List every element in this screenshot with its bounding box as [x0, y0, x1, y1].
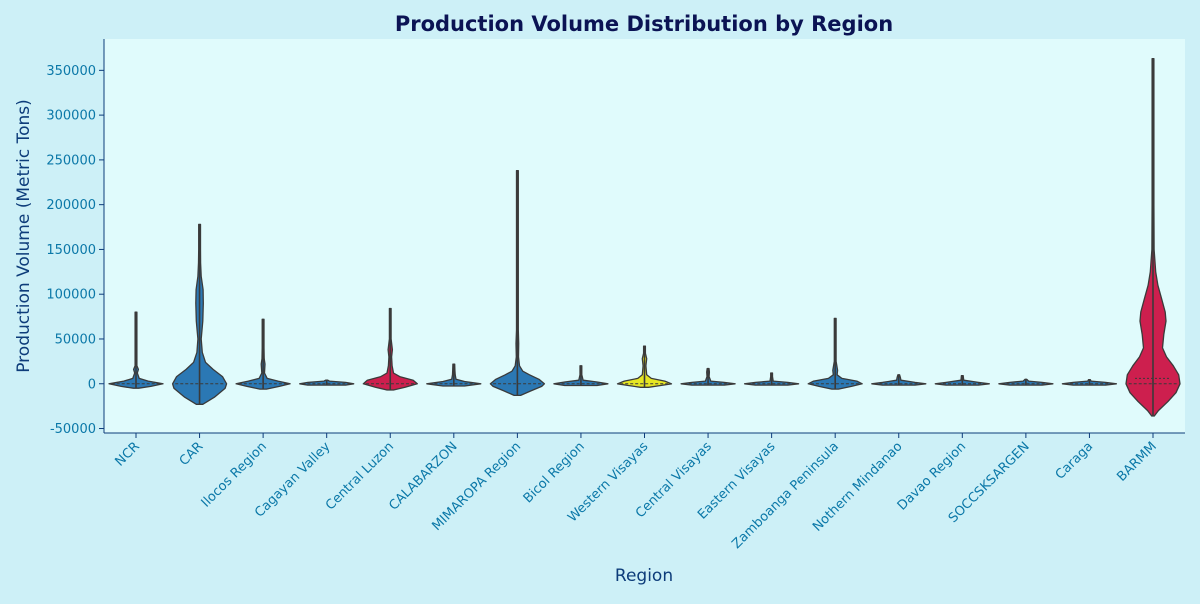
- x-tick-label: NCR: [113, 439, 143, 469]
- chart-title: Production Volume Distribution by Region: [395, 12, 893, 36]
- violin-barmm: [1125, 58, 1181, 417]
- x-tick-label: CAR: [177, 439, 207, 469]
- violin-mimaropa-region: [489, 169, 546, 397]
- violin-calabarzon: [426, 363, 482, 387]
- violin-bicol-region: [553, 365, 609, 387]
- y-tick-label: 250000: [46, 153, 96, 168]
- y-tick-label: 100000: [46, 288, 96, 303]
- violin-caraga: [1061, 379, 1118, 386]
- x-tick-label: Bicol Region: [521, 439, 588, 506]
- y-tick-label: 300000: [46, 109, 96, 124]
- violin-car: [171, 223, 228, 405]
- y-tick-label: 0: [88, 377, 96, 392]
- y-tick-label: 50000: [55, 332, 96, 347]
- violin-cagayan-valley: [299, 379, 355, 386]
- violin-ncr: [108, 311, 164, 389]
- x-tick-label: Caraga: [1053, 439, 1097, 483]
- y-axis: -50000 0 50000 100000 150000 200000 250000 3000…: [46, 39, 105, 437]
- violin-central-visayas: [680, 367, 736, 386]
- violin-ilocos-region: [235, 318, 291, 390]
- x-tick-label: Ilocos Region: [199, 439, 270, 510]
- x-axis-label: Region: [615, 566, 673, 586]
- x-tick-label: BARMM: [1114, 439, 1159, 484]
- x-tick-label: Zamboanga Peninsula: [729, 439, 842, 552]
- violin-soccsksargen: [998, 378, 1054, 386]
- violins-group: [108, 58, 1181, 417]
- y-tick-label: 200000: [46, 198, 96, 213]
- y-axis-label: Production Volume (Metric Tons): [14, 99, 34, 373]
- y-tick-label: 350000: [46, 64, 96, 79]
- y-tick-label: -50000: [50, 422, 96, 437]
- violin-eastern-visayas: [743, 372, 800, 386]
- violin-zamboanga-peninsula: [807, 317, 863, 390]
- violin-central-luzon: [362, 307, 418, 391]
- violin-davao-region: [934, 375, 990, 386]
- violin-nothern-mindanao: [871, 374, 927, 386]
- violin-western-visayas: [616, 345, 673, 388]
- y-tick-label: 150000: [46, 243, 96, 258]
